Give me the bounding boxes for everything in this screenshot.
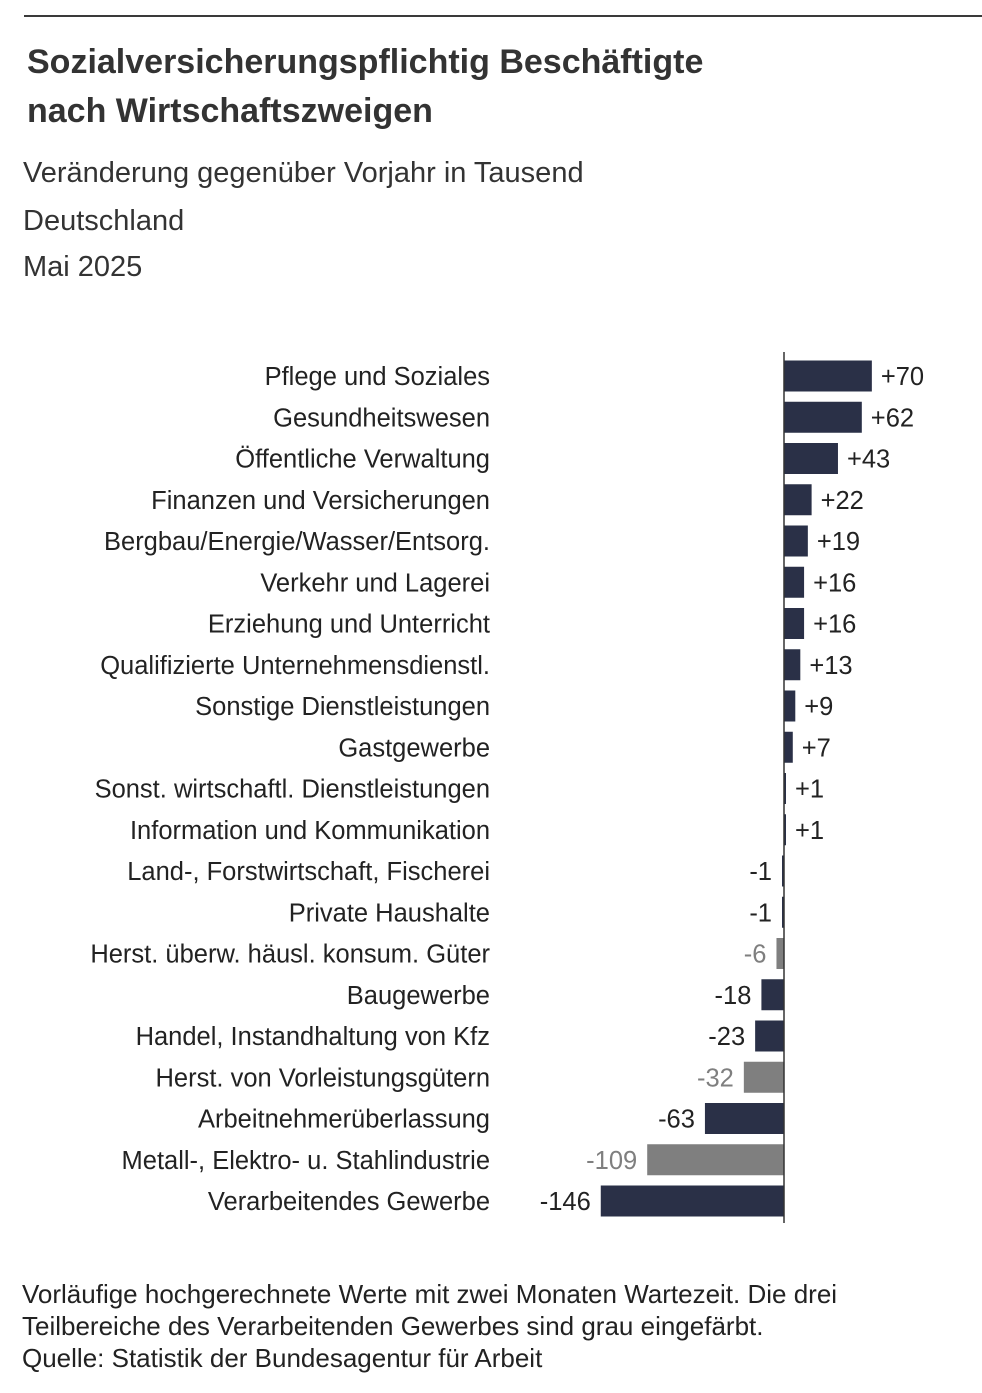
value-label: +1 xyxy=(795,776,824,804)
chart-date: Mai 2025 xyxy=(23,251,143,283)
category-label: Herst. überw. häusl. konsum. Güter xyxy=(90,941,490,969)
value-label: +13 xyxy=(809,652,852,680)
value-label: +22 xyxy=(821,487,864,515)
bar xyxy=(784,525,808,557)
top-rule xyxy=(24,15,982,17)
category-label: Pflege und Soziales xyxy=(265,363,490,391)
value-label: +1 xyxy=(795,817,824,845)
bar xyxy=(784,649,801,681)
bar xyxy=(784,566,805,598)
category-label: Qualifizierte Unternehmensdienstl. xyxy=(100,652,490,680)
category-label: Bergbau/Energie/Wasser/Entsorg. xyxy=(104,528,490,556)
bar xyxy=(647,1144,784,1176)
bar xyxy=(782,896,784,928)
bar xyxy=(761,979,784,1011)
value-label: -146 xyxy=(540,1188,591,1216)
category-label: Baugewerbe xyxy=(347,982,490,1010)
category-label: Sonst. wirtschaftl. Dienstleistungen xyxy=(95,776,490,804)
value-label: +62 xyxy=(871,404,914,432)
bar xyxy=(784,814,786,846)
category-label: Land-, Forstwirtschaft, Fischerei xyxy=(127,858,490,886)
value-label: -63 xyxy=(658,1106,695,1134)
category-label: Öffentliche Verwaltung xyxy=(235,446,490,474)
value-label: -1 xyxy=(749,899,772,927)
category-label: Erziehung und Unterricht xyxy=(208,611,490,639)
footnote-source: Quelle: Statistik der Bundesagentur für … xyxy=(22,1343,543,1373)
category-label: Verarbeitendes Gewerbe xyxy=(208,1188,490,1216)
category-label: Information und Kommunikation xyxy=(130,817,490,845)
footnote-line1: Vorläufige hochgerechnete Werte mit zwei… xyxy=(22,1279,838,1309)
value-label: -6 xyxy=(744,941,767,969)
bar-chart: Pflege und Soziales +70 Gesundheitswesen +6… xyxy=(90,352,924,1223)
category-label: Private Haushalte xyxy=(289,899,490,927)
value-label: +7 xyxy=(802,734,831,762)
category-label: Sonstige Dienstleistungen xyxy=(195,693,490,721)
bar xyxy=(743,1061,784,1093)
bar xyxy=(704,1103,784,1134)
value-label: -32 xyxy=(697,1064,734,1092)
bar xyxy=(784,608,805,639)
chart-title: Sozialversicherungspflichtig Beschäftigt… xyxy=(27,38,927,136)
bar xyxy=(784,443,838,474)
bar xyxy=(784,360,872,392)
value-label: -18 xyxy=(715,982,752,1010)
category-label: Finanzen und Versicherungen xyxy=(151,487,490,515)
chart-region: Deutschland xyxy=(23,205,185,237)
value-label: -109 xyxy=(586,1147,637,1175)
bar xyxy=(784,401,862,433)
category-label: Arbeitnehmerüberlassung xyxy=(198,1106,490,1134)
category-label: Metall-, Elektro- u. Stahlindustrie xyxy=(122,1147,490,1175)
chart-subtitle: Veränderung gegenüber Vorjahr in Tausend xyxy=(23,157,584,189)
footnote: Vorläufige hochgerechnete Werte mit zwei… xyxy=(22,1278,972,1374)
bar xyxy=(755,1020,784,1052)
chart-title-line1: Sozialversicherungspflichtig Beschäftigt… xyxy=(27,43,704,81)
footnote-line2: Teilbereiche des Verarbeitenden Gewerbes… xyxy=(22,1311,764,1341)
chart-title-line2: nach Wirtschaftszweigen xyxy=(27,92,433,130)
value-label: +16 xyxy=(813,611,856,639)
bar xyxy=(784,773,786,804)
bar xyxy=(776,938,784,969)
value-label: -1 xyxy=(749,858,772,886)
bar xyxy=(784,484,812,516)
category-label: Verkehr und Lagerei xyxy=(260,569,490,597)
bar xyxy=(600,1185,784,1217)
category-label: Herst. von Vorleistungsgütern xyxy=(155,1064,490,1092)
category-label: Gastgewerbe xyxy=(338,734,490,762)
value-label: +19 xyxy=(817,528,860,556)
bar xyxy=(784,690,796,722)
value-label: +9 xyxy=(804,693,833,721)
value-label: +70 xyxy=(881,363,924,391)
value-label: -23 xyxy=(708,1023,745,1051)
value-label: +43 xyxy=(847,446,890,474)
bar xyxy=(784,731,793,763)
category-label: Gesundheitswesen xyxy=(273,404,490,432)
value-label: +16 xyxy=(813,569,856,597)
bar xyxy=(782,855,784,887)
category-label: Handel, Instandhaltung von Kfz xyxy=(136,1023,490,1051)
